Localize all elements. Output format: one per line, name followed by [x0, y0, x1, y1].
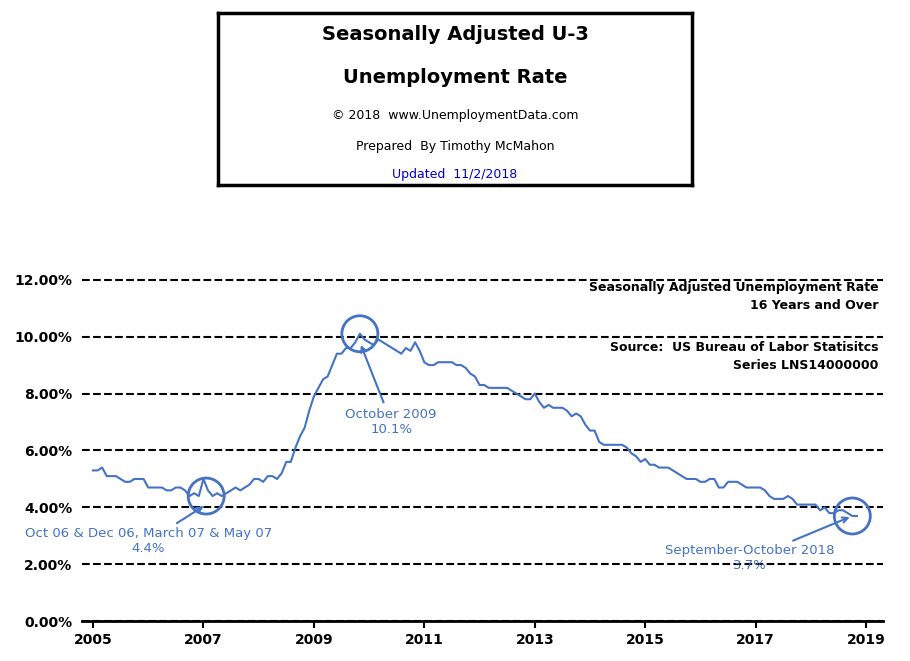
Text: Seasonally Adjusted Unemployment Rate
16 Years and Over: Seasonally Adjusted Unemployment Rate 16…	[589, 281, 879, 312]
Text: Prepared  By Timothy McMahon: Prepared By Timothy McMahon	[356, 140, 554, 153]
Text: Oct 06 & Dec 06, March 07 & May 07
4.4%: Oct 06 & Dec 06, March 07 & May 07 4.4%	[25, 508, 272, 555]
Text: Seasonally Adjusted U-3: Seasonally Adjusted U-3	[321, 25, 589, 44]
Text: September-October 2018
3.7%: September-October 2018 3.7%	[665, 518, 847, 572]
Text: Source:  US Bureau of Labor Statisitcs
Series LNS14000000: Source: US Bureau of Labor Statisitcs Se…	[611, 341, 879, 372]
Text: Unemployment Rate: Unemployment Rate	[343, 68, 567, 87]
Text: Updated  11/2/2018: Updated 11/2/2018	[392, 168, 518, 181]
Text: October 2009
10.1%: October 2009 10.1%	[346, 347, 437, 436]
Text: © 2018  www.UnemploymentData.com: © 2018 www.UnemploymentData.com	[332, 110, 578, 122]
